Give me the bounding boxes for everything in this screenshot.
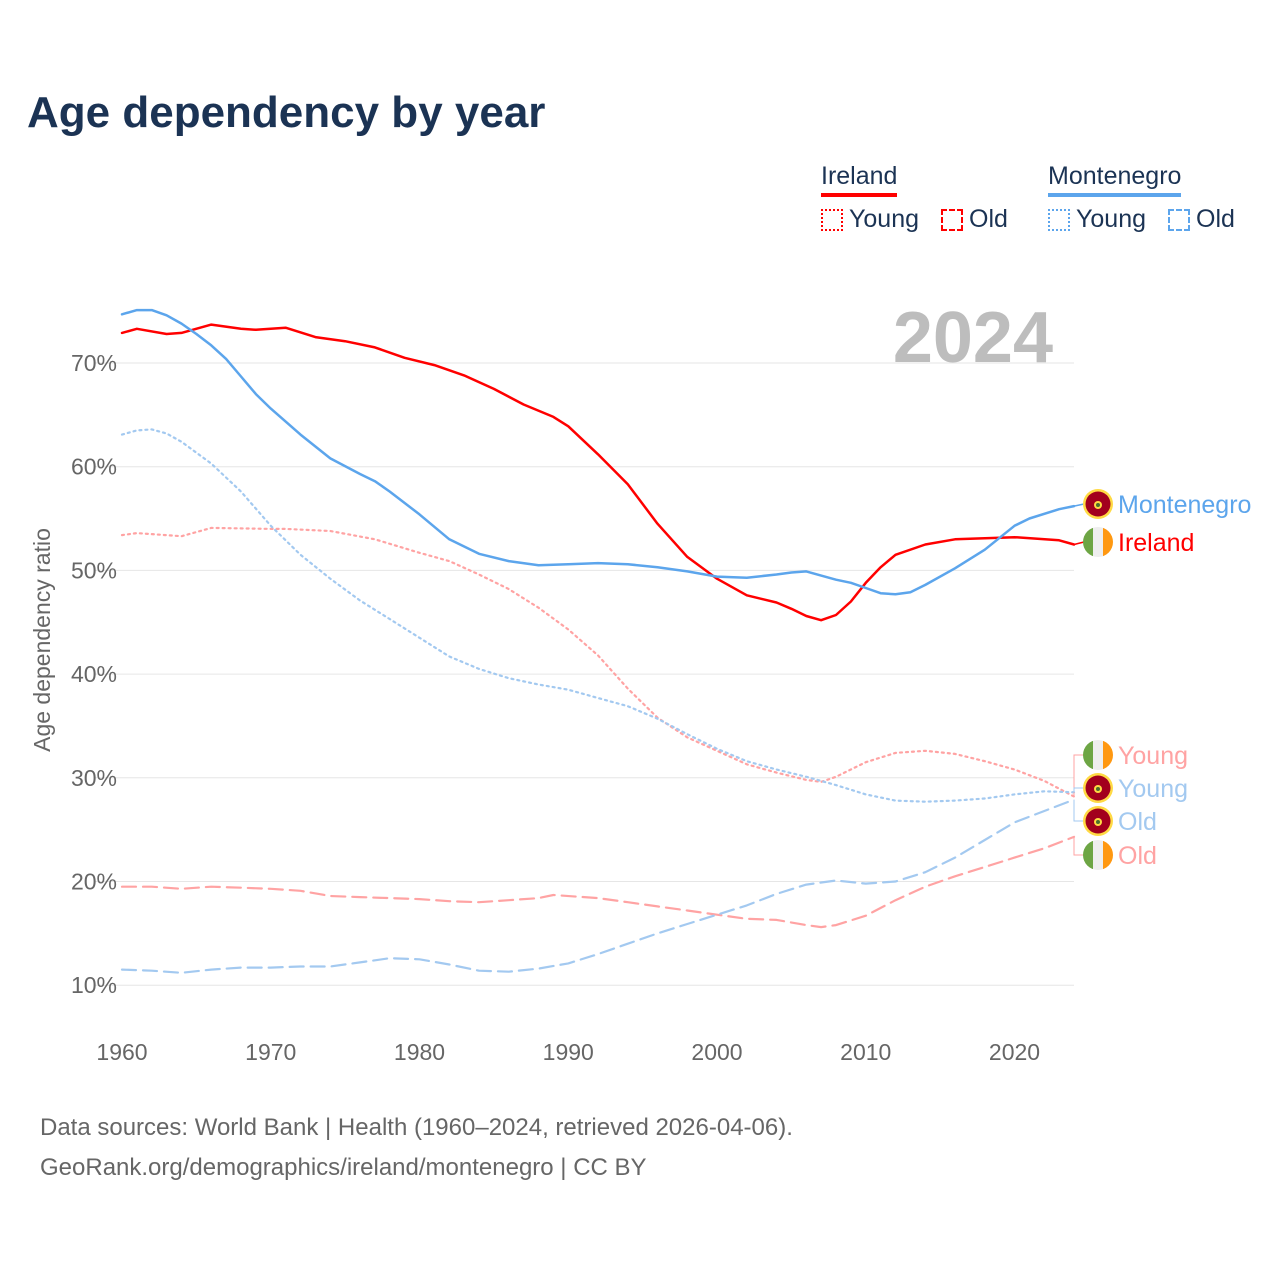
flag-part [1093,840,1103,870]
x-tick-label: 1970 [245,1039,296,1065]
montenegro-flag-icon [1083,489,1113,519]
dotted-swatch-icon [1048,208,1070,231]
legend-label: Young [849,205,919,233]
label-connector [1073,541,1085,546]
ireland-flag-icon [1083,527,1113,557]
dotted-swatch-icon [821,208,843,231]
flag-part [1083,740,1093,770]
legend-montenegro-young[interactable]: Young [1048,205,1146,234]
legend-montenegro-old[interactable]: Old [1168,205,1235,234]
y-tick-label: 20% [71,869,117,895]
source-note: Data sources: World Bank | Health (1960–… [40,1108,793,1188]
label-connector [1073,754,1084,797]
dashed-swatch-icon [1168,208,1190,231]
y-tick-label: 10% [71,972,117,998]
series-line-ireland-young [120,526,1076,798]
legend-label: Old [969,205,1008,233]
montenegro-flag-icon [1083,773,1113,803]
x-tick-label: 1980 [394,1039,445,1065]
legend-ireland[interactable]: Ireland [821,162,898,197]
x-tick-label: 2020 [989,1039,1040,1065]
y-tick-label: 30% [71,765,117,791]
flag-part [1103,840,1113,870]
end-label: Old [1118,808,1157,836]
series-line-montenegro-old [120,798,1076,974]
label-connector [1073,787,1084,793]
end-label: Young [1118,742,1188,770]
x-tick-label: 1990 [543,1039,594,1065]
series-line-ireland-old [120,835,1076,929]
flag-part [1103,527,1113,557]
legend-label: Old [1196,205,1235,233]
legend-montenegro[interactable]: Montenegro [1048,162,1182,197]
y-tick-label: 70% [71,350,117,376]
series-line-montenegro [120,308,1076,596]
y-tick-label: 60% [71,454,117,480]
label-connector [1073,799,1084,822]
flag-part [1093,740,1103,770]
end-label: Montenegro [1118,491,1251,519]
year-watermark: 2024 [893,298,1053,378]
chart-title: Age dependency by year [27,88,546,137]
flag-part [1083,527,1093,557]
flag-part [1096,820,1100,824]
legend-ireland-young[interactable]: Young [821,205,919,234]
source-link[interactable]: GeoRank.org/demographics/ireland/montene… [40,1154,647,1181]
x-tick-label: 1960 [96,1039,147,1065]
x-tick-label: 2010 [840,1039,891,1065]
flag-part [1083,840,1093,870]
flag-part [1093,527,1103,557]
ireland-flag-icon [1083,740,1113,770]
y-tick-label: 50% [71,557,117,583]
source-line: Data sources: World Bank | Health (1960–… [40,1114,793,1141]
end-label: Old [1118,842,1157,870]
label-connector [1073,836,1084,856]
dashed-swatch-icon [941,208,963,231]
legend-label: Young [1076,205,1146,233]
montenegro-flag-icon [1083,806,1113,836]
ireland-flag-icon [1083,840,1113,870]
legend-ireland-old[interactable]: Old [941,205,1008,234]
series-line-ireland [120,323,1076,622]
end-label: Ireland [1118,529,1194,557]
flag-part [1096,787,1100,791]
y-axis-label: Age dependency ratio [29,528,55,752]
y-tick-label: 40% [71,661,117,687]
flag-part [1096,503,1100,507]
x-tick-label: 2000 [691,1039,742,1065]
series-line-montenegro-young [120,428,1076,803]
label-connector [1073,503,1085,507]
flag-part [1103,740,1113,770]
end-label: Young [1118,775,1188,803]
